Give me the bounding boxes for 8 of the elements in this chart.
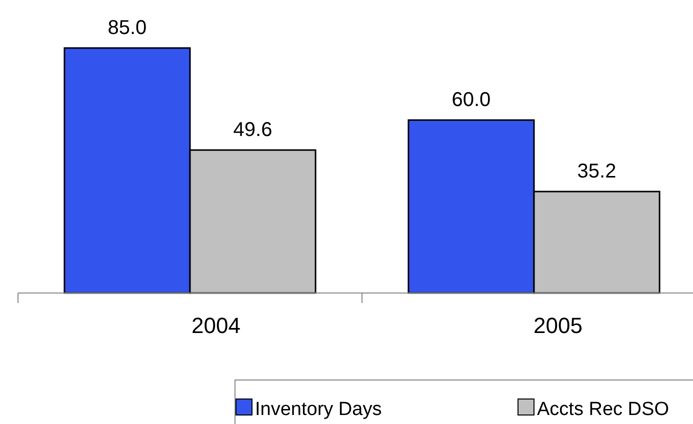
data-label: 85.0 [108, 17, 147, 39]
legend-label: Inventory Days [255, 399, 382, 420]
x-tick-label: 2005 [534, 313, 582, 338]
x-tick-label: 2004 [192, 313, 240, 338]
legend-label: Accts Rec DSO [537, 399, 669, 420]
data-label: 60.0 [452, 89, 491, 112]
data-label: 49.6 [233, 119, 272, 142]
data-label: 35.2 [577, 160, 616, 183]
